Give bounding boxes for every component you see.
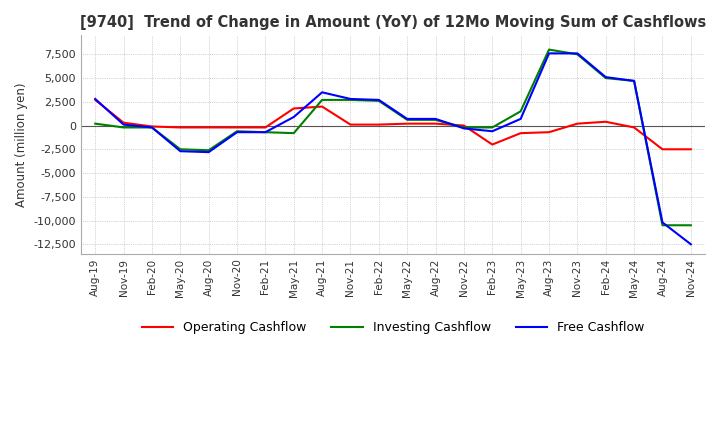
Investing Cashflow xyxy=(318,97,326,103)
Investing Cashflow xyxy=(573,51,582,57)
Legend: Operating Cashflow, Investing Cashflow, Free Cashflow: Operating Cashflow, Investing Cashflow, … xyxy=(137,316,649,339)
Investing Cashflow xyxy=(261,129,270,135)
Operating Cashflow xyxy=(686,147,695,152)
Free Cashflow xyxy=(545,51,554,56)
Investing Cashflow xyxy=(545,47,554,52)
Investing Cashflow xyxy=(630,78,639,84)
Free Cashflow xyxy=(148,125,156,130)
Operating Cashflow xyxy=(403,121,412,126)
Investing Cashflow xyxy=(176,147,184,152)
Operating Cashflow xyxy=(658,147,667,152)
Operating Cashflow xyxy=(488,142,497,147)
Investing Cashflow xyxy=(403,117,412,122)
Free Cashflow xyxy=(573,51,582,56)
Free Cashflow xyxy=(289,114,298,120)
Operating Cashflow xyxy=(459,123,468,128)
Operating Cashflow xyxy=(120,120,128,125)
Operating Cashflow xyxy=(318,104,326,109)
Free Cashflow xyxy=(601,74,610,80)
Operating Cashflow xyxy=(176,125,184,130)
Free Cashflow xyxy=(346,96,355,102)
Free Cashflow xyxy=(204,150,213,155)
Investing Cashflow xyxy=(459,125,468,130)
Operating Cashflow xyxy=(289,106,298,111)
Free Cashflow xyxy=(120,122,128,127)
Free Cashflow xyxy=(233,129,241,135)
Free Cashflow xyxy=(658,220,667,225)
Operating Cashflow xyxy=(374,122,383,127)
Investing Cashflow xyxy=(148,125,156,130)
Investing Cashflow xyxy=(431,117,440,122)
Y-axis label: Amount (million yen): Amount (million yen) xyxy=(15,82,28,207)
Operating Cashflow xyxy=(346,122,355,127)
Investing Cashflow xyxy=(204,147,213,153)
Operating Cashflow xyxy=(431,121,440,126)
Investing Cashflow xyxy=(488,125,497,130)
Line: Free Cashflow: Free Cashflow xyxy=(95,53,690,244)
Investing Cashflow xyxy=(91,121,99,126)
Free Cashflow xyxy=(459,126,468,131)
Free Cashflow xyxy=(686,242,695,247)
Operating Cashflow xyxy=(148,124,156,129)
Free Cashflow xyxy=(403,116,412,121)
Operating Cashflow xyxy=(573,121,582,126)
Free Cashflow xyxy=(318,90,326,95)
Investing Cashflow xyxy=(346,97,355,103)
Operating Cashflow xyxy=(204,125,213,130)
Title: [9740]  Trend of Change in Amount (YoY) of 12Mo Moving Sum of Cashflows: [9740] Trend of Change in Amount (YoY) o… xyxy=(80,15,706,30)
Investing Cashflow xyxy=(120,125,128,130)
Free Cashflow xyxy=(431,116,440,121)
Investing Cashflow xyxy=(289,131,298,136)
Investing Cashflow xyxy=(233,128,241,134)
Free Cashflow xyxy=(488,128,497,134)
Operating Cashflow xyxy=(630,125,639,130)
Free Cashflow xyxy=(91,96,99,102)
Investing Cashflow xyxy=(516,109,525,114)
Free Cashflow xyxy=(630,78,639,84)
Free Cashflow xyxy=(261,129,270,135)
Free Cashflow xyxy=(176,149,184,154)
Operating Cashflow xyxy=(545,129,554,135)
Operating Cashflow xyxy=(601,119,610,125)
Investing Cashflow xyxy=(686,223,695,228)
Operating Cashflow xyxy=(91,97,99,103)
Free Cashflow xyxy=(516,116,525,121)
Line: Investing Cashflow: Investing Cashflow xyxy=(95,50,690,225)
Investing Cashflow xyxy=(374,98,383,103)
Operating Cashflow xyxy=(516,131,525,136)
Operating Cashflow xyxy=(233,125,241,130)
Investing Cashflow xyxy=(658,223,667,228)
Line: Operating Cashflow: Operating Cashflow xyxy=(95,100,690,149)
Free Cashflow xyxy=(374,97,383,103)
Investing Cashflow xyxy=(601,75,610,81)
Operating Cashflow xyxy=(261,125,270,130)
